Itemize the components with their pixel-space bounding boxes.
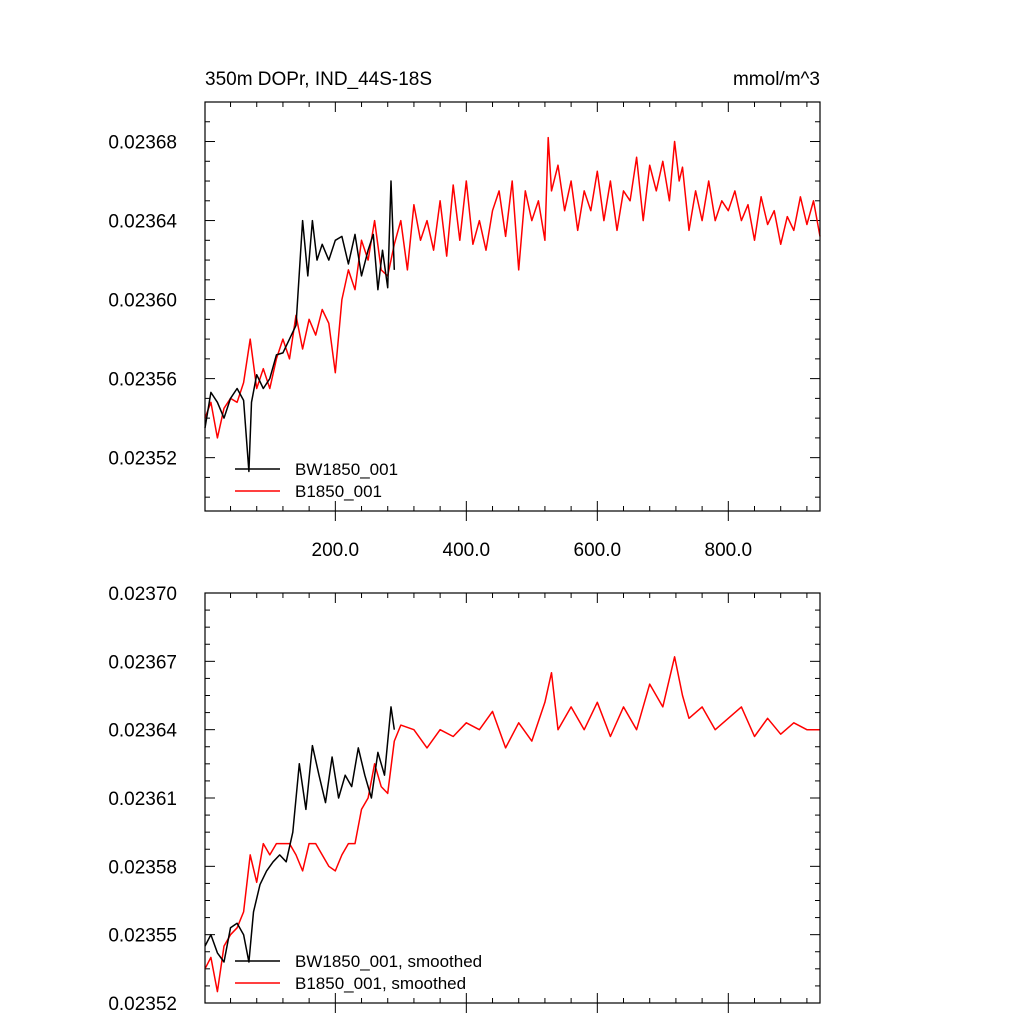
y-tick-label: 0.02367 (108, 652, 177, 673)
bottom-panel: 0.02352 0.02355 0.02358 0.02361 0.02364 0.023… (108, 584, 821, 1015)
series-line-bw1850-001 (204, 180, 396, 473)
y-tick-label: 0.02368 (108, 133, 177, 154)
y-tick-label: 0.02358 (108, 857, 177, 878)
bottom-plot-lines (204, 656, 820, 993)
y-tick-label: 0.02364 (108, 212, 177, 233)
x-tick-label: 400.0 (443, 540, 491, 561)
bottom-plot-frame (204, 592, 821, 1004)
x-tick-label: 200.0 (312, 540, 360, 561)
chart-title: 350m DOPr, IND_44S-18S (205, 69, 432, 90)
legend-label-bw1850-smoothed: BW1850_001, smoothed (295, 952, 482, 971)
series-line-b1850-001-smoothed (204, 656, 820, 993)
y-tick-label: 0.02370 (108, 584, 177, 605)
top-plot-lines (204, 136, 821, 473)
legend-label-b1850-smoothed: B1850_001, smoothed (295, 974, 466, 993)
bottom-legend: BW1850_001, smoothed B1850_001, smoothed (235, 952, 482, 993)
series-line-bw1850-001-smoothed (204, 706, 396, 963)
y-tick-label: 0.02352 (108, 994, 177, 1015)
top-legend: BW1850_001 B1850_001 (235, 460, 398, 501)
top-plot-frame (204, 101, 821, 512)
y-tick-label: 0.02355 (108, 926, 177, 947)
y-tick-label: 0.02352 (108, 449, 177, 470)
y-tick-label: 0.02364 (108, 721, 177, 742)
y-tick-label: 0.02356 (108, 370, 177, 391)
legend-label-bw1850: BW1850_001 (295, 460, 398, 479)
units-label: mmol/m^3 (733, 69, 820, 90)
x-tick-label: 800.0 (705, 540, 753, 561)
top-panel: 350m DOPr, IND_44S-18S mmol/m^3 200.0 400… (108, 69, 821, 561)
legend-label-b1850: B1850_001 (295, 482, 382, 501)
x-tick-label: 600.0 (574, 540, 622, 561)
y-tick-label: 0.02361 (108, 789, 177, 810)
series-line-b1850-001 (204, 136, 821, 439)
bottom-axes-ticks: 0.02352 0.02355 0.02358 0.02361 0.02364 0.023… (108, 584, 820, 1015)
y-tick-label: 0.02360 (108, 291, 177, 312)
top-axes-ticks: 200.0 400.0 600.0 800.0 0.02352 0.02356 0.0236… (108, 101, 820, 561)
